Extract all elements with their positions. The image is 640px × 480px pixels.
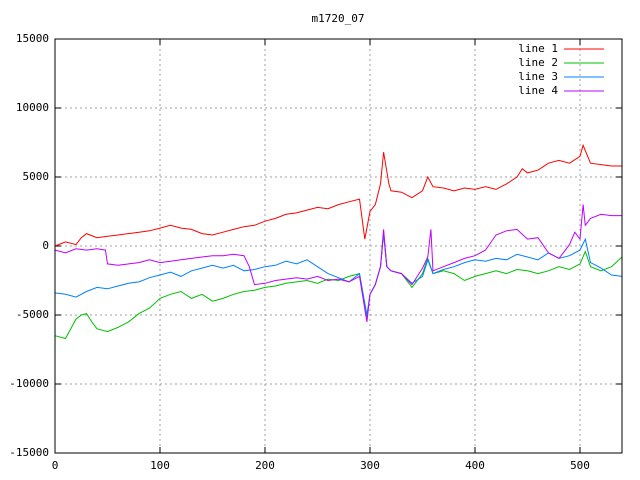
x-tick-label: 500 (570, 459, 590, 472)
legend-label: line 2 (518, 56, 558, 69)
x-tick-label: 0 (52, 459, 59, 472)
x-tick-label: 100 (150, 459, 170, 472)
y-tick-label: -5000 (16, 308, 49, 321)
plot-border (54, 38, 623, 454)
data-line (54, 204, 622, 322)
data-line (54, 233, 623, 316)
x-tick-label: 400 (465, 459, 485, 472)
legend-label: line 1 (518, 42, 558, 55)
y-tick-label: -10000 (9, 377, 49, 390)
chart-title: m1720_07 (312, 12, 365, 25)
x-tick-label: 300 (360, 459, 380, 472)
y-tick-label: 0 (42, 239, 49, 252)
y-tick-label: 5000 (23, 170, 50, 183)
data-line (54, 232, 623, 340)
y-tick-label: 10000 (16, 101, 49, 114)
legend-label: line 4 (518, 84, 558, 97)
y-tick-label: 15000 (16, 32, 49, 45)
legend-label: line 3 (518, 70, 558, 83)
x-tick-label: 200 (255, 459, 275, 472)
data-line (54, 143, 622, 247)
y-tick-label: -15000 (9, 446, 49, 459)
